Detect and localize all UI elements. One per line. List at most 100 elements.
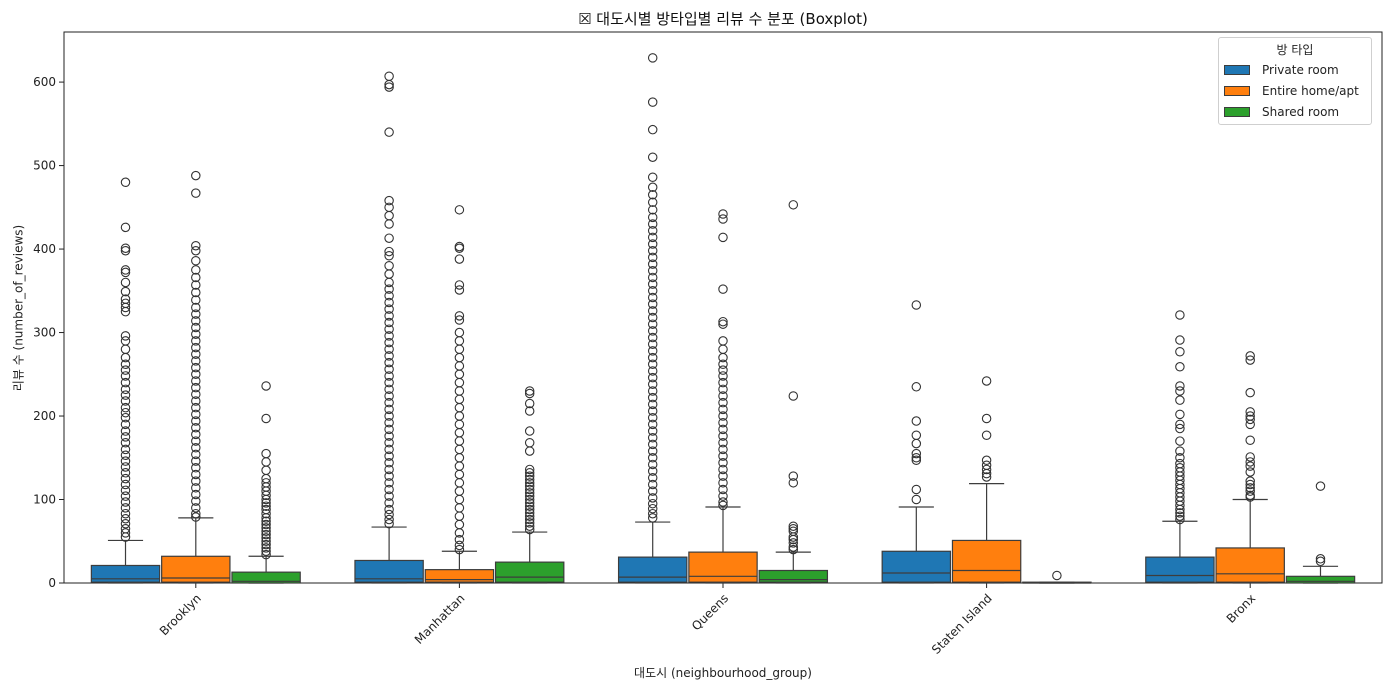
outlier-point	[1245, 355, 1255, 365]
outlier-point	[454, 411, 465, 421]
outlier-point	[454, 534, 465, 545]
outlier-point	[647, 459, 658, 470]
outlier-point	[647, 466, 658, 476]
outlier-point	[384, 233, 394, 243]
outlier-point	[384, 357, 394, 368]
outlier-point	[981, 468, 992, 479]
outlier-point	[384, 518, 394, 529]
outlier-point	[718, 484, 728, 495]
outlier-point	[384, 397, 394, 408]
outlier-point	[1175, 310, 1185, 320]
outlier-point	[120, 468, 131, 478]
outlier-point	[120, 331, 131, 341]
outlier-point	[647, 190, 658, 200]
outlier-point	[718, 319, 728, 329]
outlier-point	[120, 426, 131, 436]
outlier-point	[384, 437, 394, 448]
outlier-point	[384, 509, 394, 520]
outlier-point	[120, 479, 131, 490]
outlier-point	[718, 471, 728, 481]
outlier-point	[911, 416, 922, 426]
outlier-point	[191, 512, 201, 522]
outlier-point	[981, 464, 992, 475]
outlier-point	[1175, 409, 1185, 420]
box	[1145, 556, 1215, 583]
outlier-point	[524, 514, 535, 525]
box	[951, 539, 1022, 583]
outlier-point	[384, 337, 394, 348]
outlier-point	[384, 261, 394, 271]
outlier-point	[261, 498, 271, 508]
outlier-point	[1175, 386, 1185, 396]
box	[881, 550, 952, 583]
y-tick-label: 400	[33, 242, 56, 256]
outlier-point	[384, 417, 394, 428]
outlier-point	[1175, 453, 1185, 463]
outlier-point	[647, 432, 658, 443]
outlier-point	[384, 504, 394, 515]
outlier-point	[647, 53, 658, 63]
outlier-point	[1315, 481, 1326, 491]
outlier-point	[454, 540, 465, 551]
outlier-point	[647, 339, 658, 349]
outlier-point	[524, 524, 535, 535]
box	[90, 564, 161, 583]
outlier-point	[1245, 479, 1255, 490]
outlier-point	[120, 344, 131, 354]
outlier-point	[911, 455, 922, 466]
x-tick-label: Brooklyn	[157, 591, 204, 638]
outlier-point	[524, 484, 535, 495]
outlier-point	[718, 397, 728, 408]
outlier-point	[261, 413, 271, 424]
x-tick-label: Queens	[689, 591, 731, 633]
outlier-point	[718, 497, 728, 507]
outlier-point	[454, 243, 465, 253]
outlier-point	[647, 124, 658, 135]
outlier-point	[524, 468, 535, 478]
outlier-point	[647, 473, 658, 483]
x-tick-label: Manhattan	[412, 591, 468, 647]
outlier-point	[120, 532, 131, 542]
outlier-point	[191, 456, 201, 466]
outlier-point	[1245, 407, 1255, 417]
outlier-point	[191, 349, 201, 360]
outlier-point	[454, 486, 465, 496]
outlier-point	[454, 285, 465, 295]
outlier-point	[384, 284, 394, 294]
outlier-point	[718, 359, 728, 370]
y-tick-label: 0	[48, 576, 56, 590]
outlier-point	[261, 529, 271, 540]
outlier-point	[191, 489, 201, 500]
outlier-point	[191, 272, 201, 283]
y-tick-label: 300	[33, 326, 56, 340]
outlier-point	[454, 436, 465, 446]
outlier-point	[1245, 461, 1255, 471]
outlier-point	[788, 532, 799, 542]
outlier-point	[384, 411, 394, 421]
outlier-point	[454, 453, 465, 463]
outlier-point	[788, 544, 799, 555]
y-tick-label: 600	[33, 75, 56, 89]
outlier-point	[647, 319, 658, 329]
box	[354, 559, 424, 583]
outlier-point	[261, 546, 271, 557]
outlier-point	[718, 284, 728, 294]
outlier-point	[120, 437, 131, 448]
outlier-point	[120, 277, 131, 288]
outlier-point	[1175, 419, 1185, 430]
outlier-point	[120, 419, 131, 430]
outlier-point	[120, 286, 131, 297]
outlier-point	[911, 494, 922, 505]
outlier-point	[647, 259, 658, 269]
outlier-point	[120, 513, 131, 524]
outlier-point	[120, 365, 131, 375]
outlier-point	[191, 316, 201, 326]
outlier-point	[384, 404, 394, 415]
outlier-point	[718, 209, 728, 219]
outlier-point	[120, 377, 131, 388]
outlier-point	[1245, 467, 1255, 477]
legend-item-shared-room: Shared room	[1219, 101, 1371, 122]
outlier-point	[647, 266, 658, 276]
outlier-point	[191, 422, 201, 433]
outlier-point	[524, 504, 535, 515]
